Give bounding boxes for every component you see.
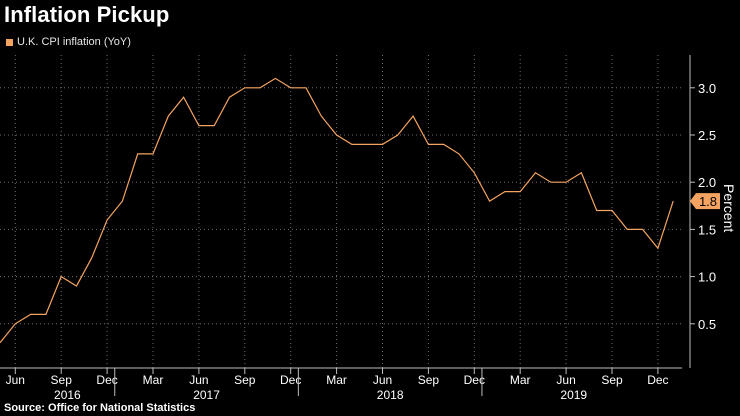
x-tick-label: Jun: [189, 373, 208, 387]
year-label: 2019: [560, 388, 587, 402]
y-tick-label: 3.0: [698, 81, 716, 96]
x-tick-label: Mar: [510, 373, 531, 387]
year-label: 2017: [193, 388, 220, 402]
y-tick-label: 2.0: [698, 175, 716, 190]
y-tick-label: 2.5: [698, 128, 716, 143]
legend: U.K. CPI inflation (YoY): [6, 36, 131, 48]
x-tick-label: Dec: [647, 373, 668, 387]
y-tick-label: 1.5: [698, 222, 716, 237]
x-tick-label: Jun: [373, 373, 392, 387]
last-value-badge: [690, 193, 720, 210]
series-line: [0, 77, 674, 344]
x-tick-label: Dec: [464, 373, 485, 387]
x-tick-label: Mar: [326, 373, 347, 387]
y-tick-label: 0.5: [698, 317, 716, 332]
year-label: 2016: [54, 388, 81, 402]
source-note: Source: Office for National Statistics: [4, 402, 196, 414]
legend-label: U.K. CPI inflation (YoY): [17, 36, 131, 48]
x-tick-label: Mar: [143, 373, 164, 387]
x-tick-label: Sep: [51, 373, 73, 387]
y-tick-label: 1.0: [698, 270, 716, 285]
x-tick-label: Dec: [280, 373, 301, 387]
legend-swatch: [6, 38, 13, 46]
x-tick-label: Jun: [6, 373, 25, 387]
last-value-label: 1.8: [699, 194, 717, 209]
x-tick-label: Sep: [418, 373, 440, 387]
y-axis-label: Percent: [721, 184, 737, 233]
year-label: 2018: [377, 388, 404, 402]
chart-title: Inflation Pickup: [4, 2, 170, 27]
x-tick-label: Jun: [556, 373, 575, 387]
x-tick-label: Dec: [96, 373, 117, 387]
x-tick-label: Sep: [234, 373, 256, 387]
x-tick-label: Sep: [601, 373, 623, 387]
